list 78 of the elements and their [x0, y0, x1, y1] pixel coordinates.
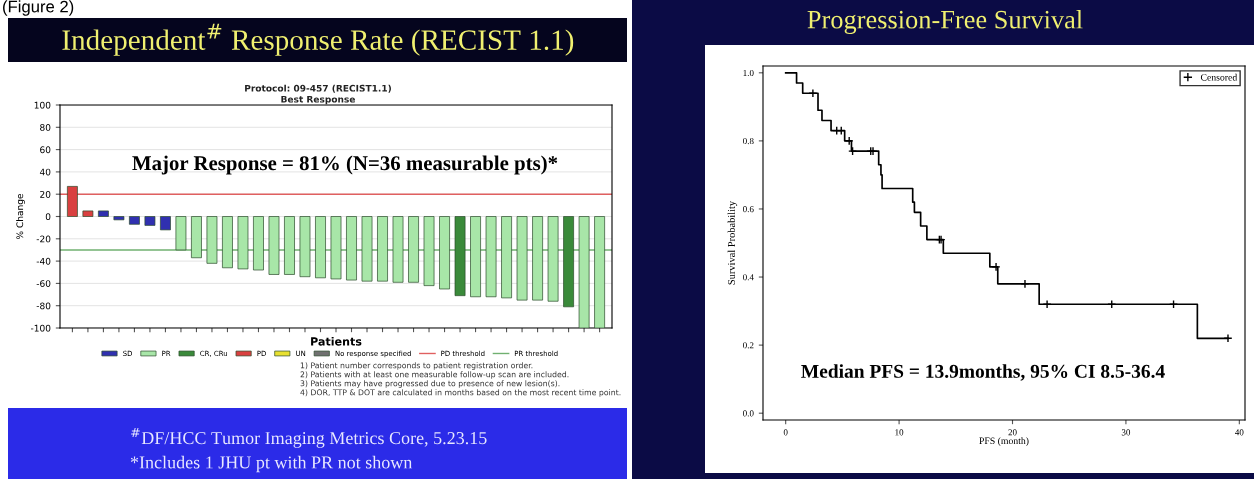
point: [808, 88, 818, 98]
bar: [330, 216, 342, 280]
y-tick-label: 0.4: [743, 274, 754, 281]
bar: [222, 216, 233, 269]
bar: [315, 216, 326, 279]
x-tick-label: 10: [895, 429, 904, 436]
y-tick-label: 0.6: [743, 206, 754, 213]
x-tick-label: 40: [1234, 429, 1244, 436]
bar: [82, 210, 94, 217]
chart-subtitle: Protocol: 09-457 (RECIST1.1): [245, 84, 391, 93]
point: [1223, 333, 1233, 343]
x-axis-title: Patients: [311, 337, 362, 346]
text: *Includes 1 JHU pt with PR not shown: [130, 455, 413, 473]
y-tick-label: -80: [36, 302, 51, 310]
y-axis-title: Survival Probability: [727, 200, 738, 285]
x-tick-label: 20: [1008, 429, 1017, 436]
bar: [392, 216, 404, 283]
y-tick-label: 100: [34, 101, 51, 109]
bar: [485, 216, 497, 298]
bar: [532, 216, 543, 301]
bar: [439, 216, 450, 290]
point: [848, 146, 858, 156]
bar: [377, 216, 388, 282]
point: [844, 136, 854, 146]
bar: [268, 216, 280, 275]
y-axis-title: % Change: [16, 193, 25, 240]
y-tick-label: 20: [40, 190, 51, 198]
bar: [67, 186, 78, 217]
bar: [129, 216, 140, 225]
bar: [346, 216, 357, 281]
chart-title: Independent$^{#}$ Response Rate (RECIST 1.1): [62, 23, 574, 56]
y-tick-label: -40: [36, 257, 51, 265]
x-axis-title: PFS (month): [979, 437, 1029, 447]
y-tick-label: -60: [36, 280, 51, 287]
bar: [237, 216, 249, 270]
y-tick-label: -20: [36, 235, 51, 243]
chart-title: Progression-Free Survival: [807, 10, 1083, 34]
bar: [191, 216, 202, 259]
point: [1042, 299, 1052, 309]
bar: [470, 216, 481, 298]
bar: [361, 216, 373, 282]
bar: [284, 216, 295, 275]
y-tick-label: 0.8: [743, 138, 754, 145]
y-tick-label: 0: [45, 213, 51, 221]
y-tick-label: 1.0: [743, 69, 754, 77]
bar: [563, 216, 574, 308]
bar: [501, 216, 512, 299]
x-tick-label: 30: [1121, 429, 1131, 436]
y-tick-label: 80: [40, 124, 51, 131]
text: Best Response: [281, 95, 355, 105]
bar: [299, 216, 311, 278]
bar: [98, 210, 109, 217]
annotation: Major Response = 81% (N=36 measurable pts)*: [132, 155, 558, 175]
annotation: Median PFS = 13.9months, 95% CI 8.5-36.4: [801, 364, 1165, 381]
y-tick-label: 0.0: [743, 410, 754, 417]
text: (Figure 2): [3, 0, 74, 16]
legend-label: Censored: [1200, 73, 1238, 81]
bar: [206, 216, 218, 264]
bar: [454, 216, 466, 297]
y-tick-label: 0.2: [743, 342, 754, 349]
y-tick-label: 40: [39, 168, 51, 176]
bar: [423, 216, 435, 286]
point: [991, 262, 1001, 272]
text: $^{#}$DF/HCC Tumor Imaging Metrics Core, 5.23.15: [131, 427, 487, 448]
y-tick-label: -100: [30, 324, 51, 332]
bar: [408, 216, 419, 283]
bar: [160, 216, 171, 231]
x-tick-label: 0: [783, 429, 788, 436]
bar: [144, 216, 156, 226]
bar: [578, 216, 590, 328]
bar: [516, 216, 528, 301]
bar: [253, 216, 264, 271]
y-tick-label: 60: [40, 146, 51, 154]
bar: [594, 216, 605, 328]
bar: [175, 216, 187, 251]
bar: [113, 216, 125, 221]
point: [1020, 279, 1030, 289]
bar: [547, 216, 559, 302]
